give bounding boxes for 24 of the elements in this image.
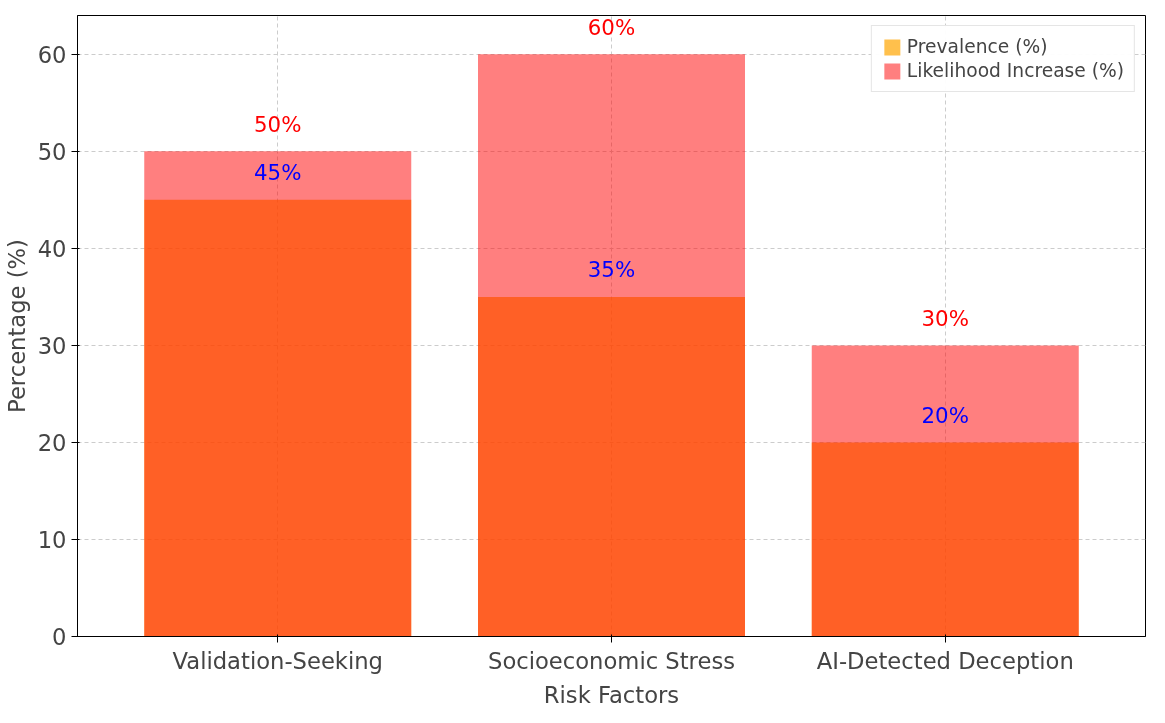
x-tick-label: AI-Detected Deception	[816, 647, 1074, 674]
y-tick-label: 0	[52, 624, 67, 650]
y-tick-label: 20	[37, 429, 67, 456]
data-label: 30%	[921, 305, 969, 331]
data-label: 60%	[587, 14, 636, 40]
data-label: 50%	[254, 111, 302, 137]
bar	[478, 296, 745, 637]
data-label: 45%	[254, 160, 302, 186]
legend-label: Prevalence (%)	[906, 36, 1048, 57]
data-label: 20%	[921, 402, 969, 428]
data-label: 35%	[587, 257, 636, 283]
legend-label: Likelihood Increase (%)	[906, 60, 1124, 81]
x-axis-title: Risk Factors	[543, 681, 680, 708]
y-tick-label: 10	[37, 526, 67, 553]
bar	[811, 442, 1079, 637]
bar	[811, 345, 1079, 637]
x-tick-label: Validation-Seeking	[172, 647, 383, 674]
x-tick-label: Socioeconomic Stress	[488, 647, 735, 674]
y-tick-label: 40	[37, 235, 67, 262]
y-tick-label: 60	[37, 41, 67, 68]
bar	[478, 54, 745, 637]
y-axis-title: Percentage (%)	[3, 239, 30, 413]
y-tick-label: 50	[37, 138, 67, 165]
y-tick-label: 30	[37, 332, 67, 359]
